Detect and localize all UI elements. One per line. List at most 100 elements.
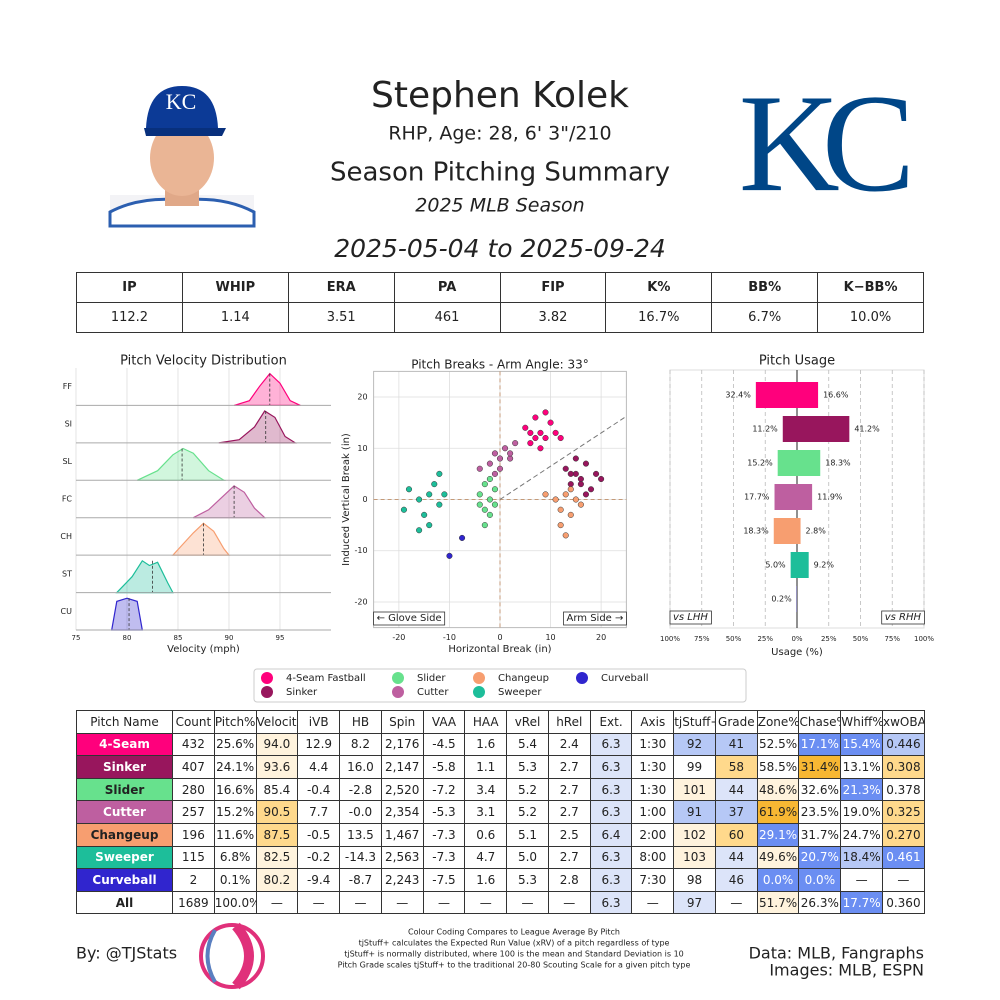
table-cell: 51.7% xyxy=(756,890,800,915)
series-label: vs RHH xyxy=(885,612,922,623)
table-cell: Cutter xyxy=(76,800,173,824)
table-cell: 31.4% xyxy=(798,755,842,779)
value-label: 41.2% xyxy=(854,425,880,434)
row-label: ST xyxy=(62,569,72,578)
table-cell: -8.7 xyxy=(339,868,382,892)
table-cell: — xyxy=(339,890,382,915)
x-tick-label: 100% xyxy=(914,635,934,643)
table-cell: 60 xyxy=(714,822,758,847)
annotation: ← Glove Side xyxy=(377,613,442,624)
footnote: tjStuff+ calculates the Expected Run Val… xyxy=(359,939,670,948)
table-cell: 11.6% xyxy=(213,822,257,847)
x-tick-label: 90 xyxy=(225,634,234,642)
row-label: SL xyxy=(62,457,72,466)
pitch-row: Cutter 257 15.2% 90.5 7.7 -0.0 2,354 -5.3 3.1 5.2… xyxy=(76,800,925,824)
table-cell: -0.5 xyxy=(297,822,341,847)
table-cell: 0.378 xyxy=(882,777,925,802)
table-cell: -7.3 xyxy=(422,822,466,847)
x-tick-label: 50% xyxy=(726,635,742,643)
table-cell: 52.5% xyxy=(756,732,800,757)
pitch-point xyxy=(537,445,544,452)
table-cell: — xyxy=(506,890,549,915)
table-cell: 103 xyxy=(673,845,716,870)
table-cell: 1.6 xyxy=(464,868,508,892)
y-tick-label: 10 xyxy=(357,444,367,453)
legend-label: Changeup xyxy=(498,673,549,684)
table-cell: -9.4 xyxy=(297,868,341,892)
pitch-row: Changeup 196 11.6% 87.5 -0.5 13.5 1,467 -7.3 0.6… xyxy=(76,822,925,847)
pitch-point xyxy=(431,481,438,488)
table-cell: 3.4 xyxy=(464,777,508,802)
table-cell: 4-Seam xyxy=(76,732,173,757)
y-tick-label: 20 xyxy=(357,393,367,402)
pitch-point xyxy=(416,527,423,534)
table-cell: 4.7 xyxy=(464,845,508,870)
source: Images: MLB, ESPN xyxy=(769,961,924,980)
annotation-box xyxy=(881,610,925,625)
table-cell: — xyxy=(631,890,675,915)
date-range: 2025-05-04 to 2025-09-24 xyxy=(334,234,666,263)
pitch-point xyxy=(567,486,574,493)
table-cell: -0.2 xyxy=(297,845,341,870)
legend-label: Sweeper xyxy=(498,687,542,698)
table-cell: — xyxy=(422,890,466,915)
table-cell: 2.4 xyxy=(547,732,591,757)
pitch-point xyxy=(416,496,423,503)
footnote: Colour Coding Compares to League Average… xyxy=(408,928,620,937)
value-label: 32.4% xyxy=(725,391,751,400)
value-label: 15.2% xyxy=(747,459,773,468)
table-cell: 6.3 xyxy=(589,868,633,892)
table-cell: 1.1 xyxy=(464,755,508,779)
table-cell: ERA xyxy=(287,272,395,303)
table-cell: 6.3 xyxy=(589,800,633,824)
table-cell: — xyxy=(297,890,341,915)
value-label: 16.6% xyxy=(823,391,849,400)
table-cell: K% xyxy=(605,272,713,303)
table-cell: 18.4% xyxy=(840,845,884,870)
table-cell: 2,176 xyxy=(380,732,424,757)
pitch-point xyxy=(486,496,493,503)
table-cell: vRel xyxy=(506,710,549,734)
value-row: 112.2 1.14 3.51 461 3.82 16.7% 6.7% 10.0% xyxy=(76,302,924,333)
pitch-row: Sweeper 115 6.8% 82.5 -0.2 -14.3 2,563 -7.3 4.7 5… xyxy=(76,845,925,870)
table-cell: 196 xyxy=(172,822,215,847)
x-axis-label: Horizontal Break (in) xyxy=(448,644,551,655)
legend-label: Sinker xyxy=(286,687,318,698)
pitch-point xyxy=(567,470,574,477)
pitch-point xyxy=(567,481,574,488)
table-cell: 1:30 xyxy=(631,732,675,757)
table-cell: Axis xyxy=(631,710,675,734)
table-cell: 0.325 xyxy=(882,800,925,824)
table-cell: 99 xyxy=(673,755,716,779)
table-cell: 12.9 xyxy=(297,732,341,757)
footnote: tjStuff+ is normally distributed, where … xyxy=(344,950,684,959)
density-area xyxy=(233,372,301,406)
table-cell: 3.82 xyxy=(499,302,607,333)
legend-label: 4-Seam Fastball xyxy=(286,673,366,684)
pitch-point xyxy=(572,470,579,477)
x-tick-label: 85 xyxy=(174,634,183,642)
table-cell: 2.5 xyxy=(547,822,591,847)
pitch-point xyxy=(507,450,514,457)
table-cell: 3.51 xyxy=(287,302,395,333)
table-cell: 100.0% xyxy=(213,890,257,915)
table-cell: -0.0 xyxy=(339,800,382,824)
table-cell: Changeup xyxy=(76,822,173,847)
table-cell: 58.5% xyxy=(756,755,800,779)
table-cell: 13.1% xyxy=(840,755,884,779)
table-cell: 6.3 xyxy=(589,755,633,779)
pitch-point xyxy=(532,414,539,421)
usage-bar xyxy=(797,518,801,544)
usage-bar xyxy=(797,552,809,578)
table-cell: 7.7 xyxy=(297,800,341,824)
table-cell: 1.6 xyxy=(464,732,508,757)
table-cell: 24.1% xyxy=(213,755,257,779)
x-axis-label: Velocity (mph) xyxy=(167,644,240,655)
table-cell: 90.5 xyxy=(255,800,299,824)
pitch-point xyxy=(426,522,433,529)
annotation: Arm Side → xyxy=(567,613,624,624)
pitch-point xyxy=(491,501,498,508)
x-tick-label: 75% xyxy=(694,635,710,643)
legend-marker xyxy=(261,672,273,684)
